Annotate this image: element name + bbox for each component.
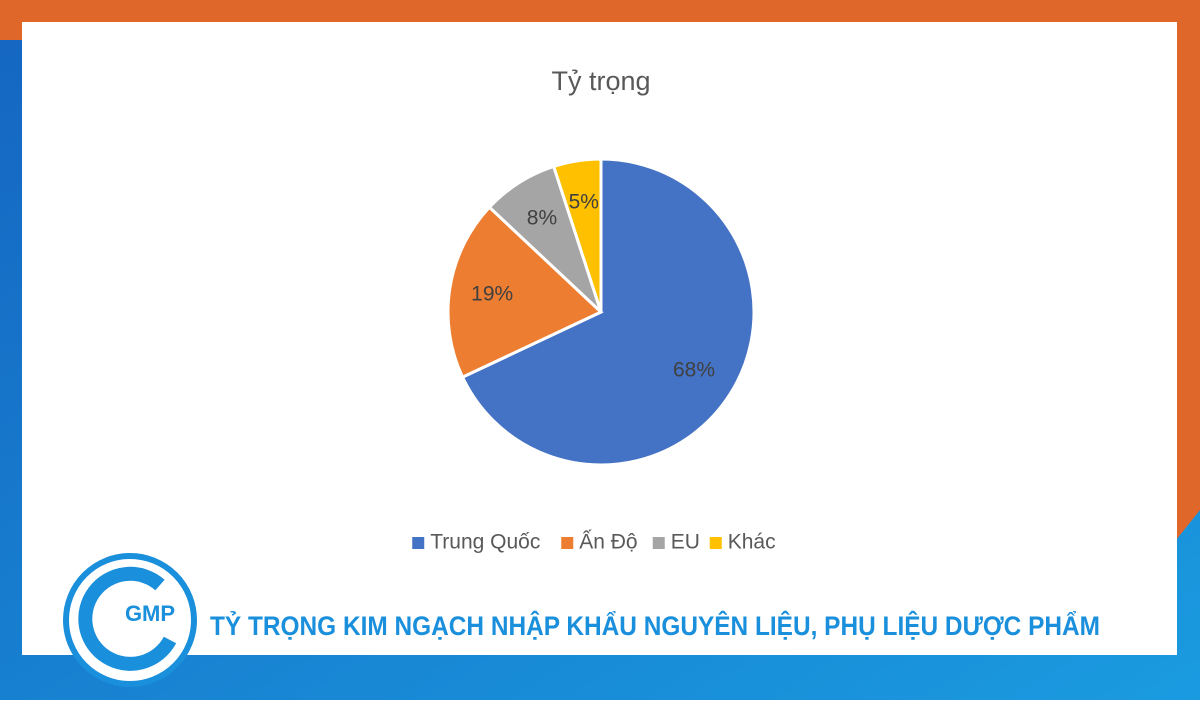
legend-swatch <box>652 537 665 549</box>
logo-text: GMP <box>125 601 175 626</box>
legend-label: Khác <box>728 531 776 554</box>
legend-label: Trung Quốc <box>430 531 540 554</box>
legend-label: Ấn Độ <box>579 531 637 554</box>
pie-slice <box>446 205 604 380</box>
pie-slice <box>551 157 603 313</box>
chart-title: Tỷ trọng <box>551 66 650 96</box>
pie: 68% 19% 8% 5% <box>446 157 756 467</box>
legend-swatch <box>412 537 425 549</box>
data-label: 5% <box>569 191 599 214</box>
logo-arc <box>78 566 177 671</box>
banner-title: TỶ TRỌNG KIM NGẠCH NHẬP KHẨU NGUYÊN LIỆU… <box>210 609 1100 641</box>
legend-swatch <box>561 537 574 549</box>
pie-slice <box>460 157 756 467</box>
legend-swatch <box>709 537 722 549</box>
legend-label: EU <box>671 531 700 554</box>
data-label: 8% <box>527 207 557 230</box>
data-label: 19% <box>471 282 513 305</box>
data-label: 68% <box>673 359 715 382</box>
legend: Trung Quốc Ấn Độ EU Khác <box>412 531 776 554</box>
